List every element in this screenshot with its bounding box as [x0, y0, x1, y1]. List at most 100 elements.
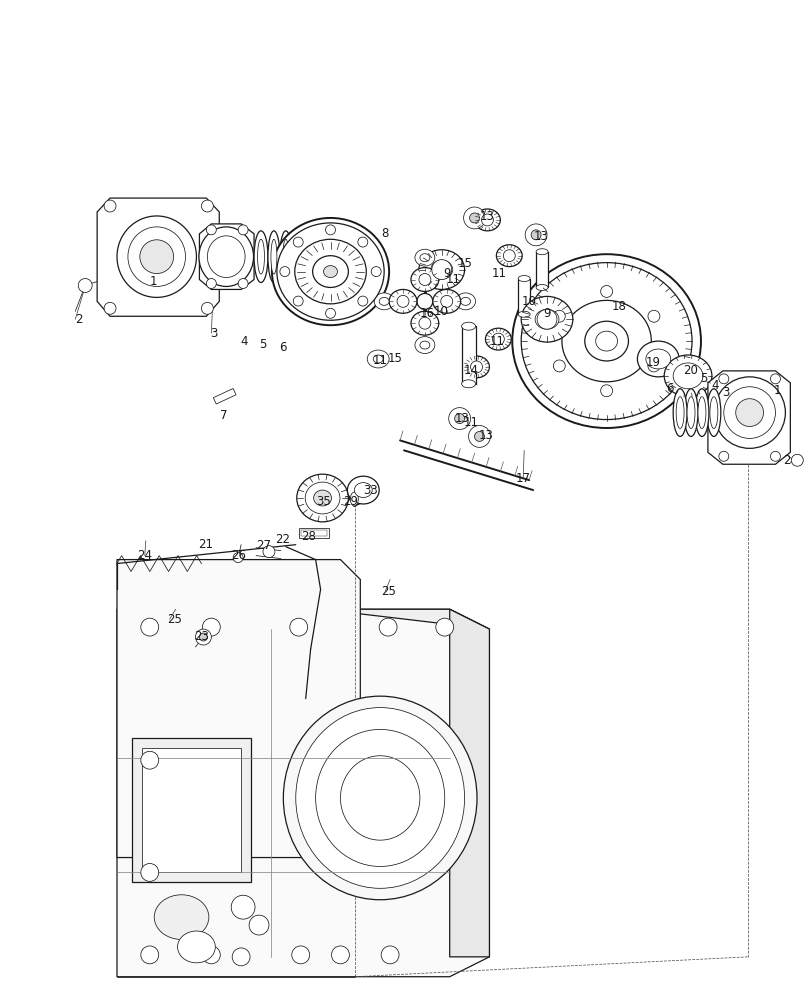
Text: 26: 26 [230, 549, 246, 562]
Text: 4: 4 [240, 335, 247, 348]
Circle shape [397, 295, 409, 307]
Ellipse shape [128, 227, 185, 286]
Ellipse shape [485, 328, 511, 350]
Text: 3: 3 [210, 327, 217, 340]
Text: 13: 13 [479, 210, 494, 223]
Ellipse shape [521, 263, 691, 420]
Text: 6: 6 [666, 382, 673, 395]
Ellipse shape [367, 350, 388, 368]
Bar [461, 326, 475, 384]
Text: 33: 33 [363, 484, 377, 497]
Text: 11: 11 [372, 354, 387, 367]
Bar [298, 528, 328, 538]
Ellipse shape [315, 729, 444, 866]
Ellipse shape [207, 236, 245, 278]
Ellipse shape [672, 389, 686, 436]
Ellipse shape [340, 756, 419, 840]
Bar [131, 738, 251, 882]
Text: 9: 9 [543, 307, 550, 320]
Ellipse shape [272, 218, 388, 325]
Ellipse shape [683, 389, 697, 436]
Ellipse shape [296, 474, 348, 522]
Polygon shape [707, 371, 789, 464]
Ellipse shape [595, 331, 617, 351]
Ellipse shape [512, 254, 700, 428]
Polygon shape [117, 609, 489, 977]
Polygon shape [449, 609, 489, 957]
Text: 14: 14 [463, 364, 478, 377]
Ellipse shape [460, 297, 470, 305]
Circle shape [647, 310, 659, 322]
Text: 13: 13 [453, 412, 469, 425]
Text: 24: 24 [137, 549, 152, 562]
Circle shape [78, 279, 92, 292]
Text: 7: 7 [219, 409, 227, 422]
Circle shape [525, 224, 547, 246]
Circle shape [231, 895, 255, 919]
Ellipse shape [347, 476, 379, 504]
Text: 6: 6 [279, 341, 286, 354]
Circle shape [202, 618, 220, 636]
Circle shape [770, 374, 779, 384]
Circle shape [600, 385, 611, 397]
Circle shape [195, 629, 211, 645]
Text: 11: 11 [463, 416, 478, 429]
Circle shape [331, 946, 349, 964]
Ellipse shape [374, 293, 393, 310]
Text: 27: 27 [256, 539, 271, 552]
Ellipse shape [535, 284, 547, 290]
Circle shape [358, 296, 367, 306]
Ellipse shape [414, 337, 434, 354]
Ellipse shape [414, 249, 434, 266]
Text: 17: 17 [515, 472, 530, 485]
Text: 23: 23 [194, 630, 208, 643]
Circle shape [536, 309, 556, 329]
Ellipse shape [282, 239, 289, 274]
Circle shape [552, 360, 564, 372]
Text: 5: 5 [699, 372, 706, 385]
Bar [300, 530, 326, 536]
Ellipse shape [418, 250, 464, 289]
Ellipse shape [271, 239, 277, 274]
Text: 22: 22 [275, 533, 290, 546]
Circle shape [263, 546, 275, 558]
Circle shape [474, 431, 484, 441]
Circle shape [647, 360, 659, 372]
Circle shape [418, 317, 431, 329]
Circle shape [416, 293, 432, 309]
Ellipse shape [178, 931, 215, 963]
Ellipse shape [561, 300, 650, 382]
Ellipse shape [432, 289, 460, 313]
Circle shape [440, 295, 452, 307]
Text: 13: 13 [533, 230, 548, 243]
Ellipse shape [686, 397, 694, 428]
Text: 20: 20 [683, 364, 697, 377]
Circle shape [140, 863, 158, 881]
Text: 29: 29 [342, 495, 358, 508]
Circle shape [325, 308, 335, 318]
Text: 1: 1 [773, 384, 780, 397]
Circle shape [293, 296, 303, 306]
Bar [517, 279, 530, 314]
Ellipse shape [463, 356, 489, 378]
Circle shape [202, 946, 220, 964]
Ellipse shape [663, 355, 711, 397]
Ellipse shape [461, 380, 475, 388]
Ellipse shape [139, 240, 174, 274]
Ellipse shape [350, 492, 358, 506]
Text: 15: 15 [387, 352, 402, 365]
Text: 8: 8 [381, 227, 388, 240]
Circle shape [718, 451, 728, 461]
Circle shape [140, 946, 158, 964]
Text: 13: 13 [478, 429, 493, 442]
Ellipse shape [637, 341, 678, 377]
Circle shape [104, 302, 116, 314]
Ellipse shape [672, 363, 702, 389]
Circle shape [238, 225, 248, 235]
Ellipse shape [694, 389, 708, 436]
Ellipse shape [709, 397, 717, 428]
Circle shape [431, 260, 451, 280]
Ellipse shape [706, 389, 720, 436]
Circle shape [140, 618, 158, 636]
Ellipse shape [323, 266, 337, 278]
